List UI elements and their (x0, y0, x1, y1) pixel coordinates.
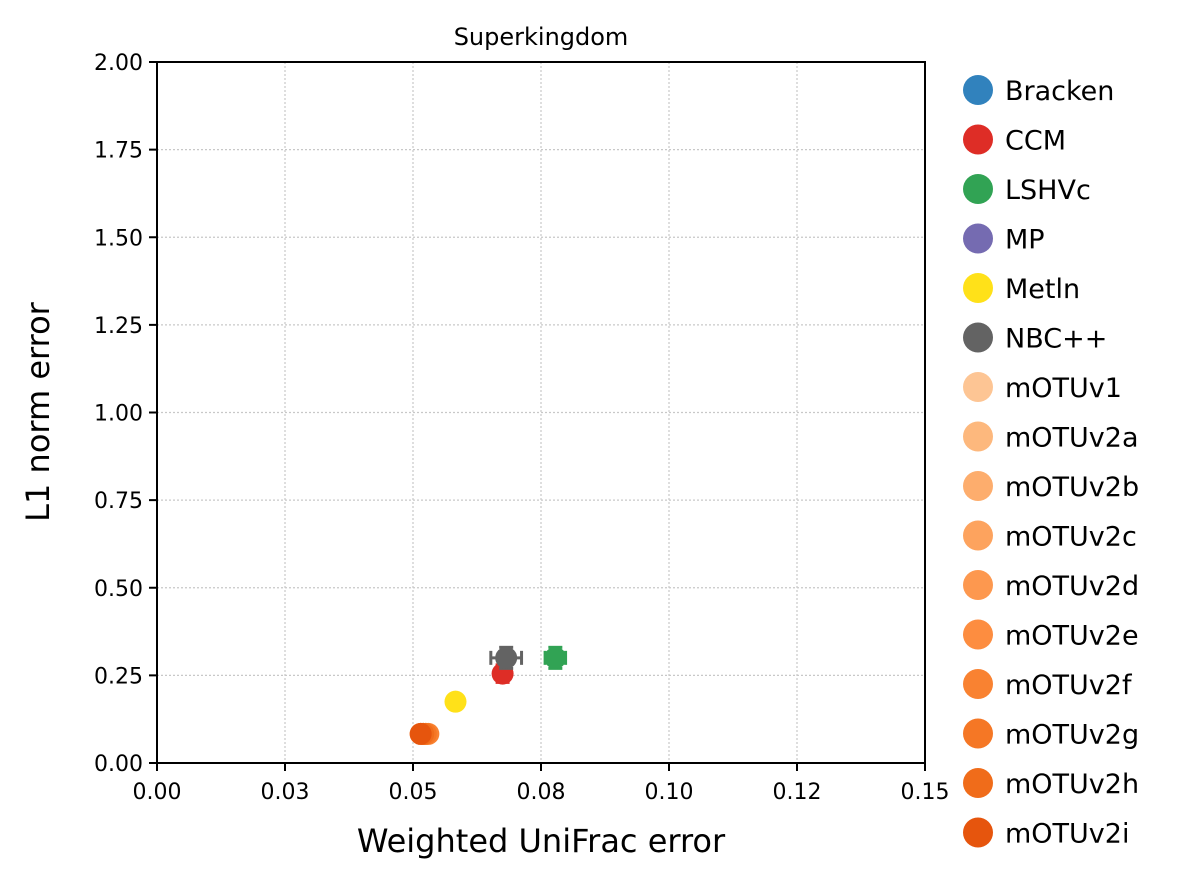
x-tick-label: 0.03 (261, 780, 310, 805)
x-tick-label: 0.05 (389, 780, 438, 805)
point-marker (544, 646, 567, 669)
legend-marker (963, 570, 993, 600)
legend-item: CCM (963, 124, 1066, 157)
grid-layer (156, 61, 926, 764)
legend-label: mOTUv2b (1005, 472, 1139, 503)
legend-item: mOTUv2h (963, 768, 1139, 800)
legend-item: mOTUv2f (963, 669, 1133, 701)
legend-label: mOTUv2e (1005, 621, 1139, 652)
y-tick-label: 0.25 (94, 664, 143, 689)
x-tick-label: 0.10 (645, 780, 694, 805)
y-tick-label: 1.25 (94, 314, 143, 339)
legend-item: mOTUv2d (963, 570, 1139, 602)
legend-marker (963, 223, 993, 254)
legend-item: mOTUv2a (963, 421, 1139, 454)
data-point (444, 690, 467, 713)
x-tick-label: 0.00 (133, 780, 182, 805)
legend-label: mOTUv2h (1005, 769, 1139, 800)
legend-item: Metln (963, 273, 1080, 305)
legend-label: Metln (1005, 274, 1080, 305)
legend-marker (963, 124, 993, 155)
legend-item: mOTUv2i (963, 817, 1129, 850)
legend-label: NBC++ (1005, 324, 1107, 355)
ticks-layer: 0.00 0.03 0.05 0.08 0.10 0.12 0.15 0.00 0.25 0.50… (94, 51, 949, 805)
legend-marker (963, 421, 993, 452)
legend-item: mOTUv2e (963, 619, 1139, 652)
legend-marker (963, 174, 993, 204)
legend-item: mOTUv2g (963, 718, 1139, 751)
legend-marker (963, 817, 993, 848)
legend-label: mOTUv2a (1005, 423, 1139, 454)
legend-label: mOTUv2f (1005, 670, 1133, 701)
data-point (489, 645, 524, 670)
y-tick-label: 0.00 (94, 752, 143, 777)
points-layer (409, 645, 568, 745)
y-tick-label: 1.75 (94, 139, 143, 164)
legend-label: mOTUv2i (1005, 819, 1129, 850)
legend-label: MP (1005, 225, 1045, 256)
x-tick-label: 0.08 (517, 780, 566, 805)
legend-label: mOTUv2c (1005, 522, 1137, 553)
legend-marker (963, 768, 993, 798)
legend-item: Bracken (963, 75, 1114, 107)
legend-marker (963, 273, 993, 303)
legend-marker (963, 372, 993, 402)
legend-item: MP (963, 223, 1045, 256)
x-axis-title: Weighted UniFrac error (357, 822, 726, 860)
y-tick-label: 0.75 (94, 489, 143, 514)
legend-label: CCM (1005, 126, 1066, 157)
legend-marker (963, 619, 993, 650)
y-tick-label: 1.50 (94, 226, 143, 251)
point-marker (444, 690, 467, 713)
legend-item: mOTUv2c (963, 520, 1137, 553)
data-point (409, 722, 432, 745)
legend-item: NBC++ (963, 322, 1107, 355)
point-marker (409, 722, 432, 745)
y-tick-label: 2.00 (94, 51, 143, 76)
chart-title: Superkingdom (454, 23, 629, 51)
legend-label: mOTUv2g (1005, 720, 1139, 751)
x-tick-label: 0.15 (901, 780, 950, 805)
legend-marker (963, 718, 993, 749)
y-tick-label: 1.00 (94, 402, 143, 427)
legend-marker (963, 75, 993, 105)
legend-item: LSHVc (963, 174, 1091, 206)
y-tick-label: 0.50 (94, 577, 143, 602)
point-marker (495, 646, 518, 669)
legend-label: mOTUv2d (1005, 571, 1139, 602)
legend-marker (963, 322, 993, 353)
data-point (543, 645, 568, 670)
legend: Bracken CCM LSHVc MP Metln NBC++ mOTUv1 mOTUv2a… (963, 75, 1139, 850)
y-axis-title: L1 norm error (19, 301, 57, 521)
legend-item: mOTUv1 (963, 372, 1122, 404)
legend-label: mOTUv1 (1005, 373, 1122, 404)
x-tick-label: 0.12 (773, 780, 822, 805)
legend-label: Bracken (1005, 76, 1114, 107)
legend-label: LSHVc (1005, 175, 1091, 206)
legend-marker (963, 471, 993, 501)
legend-marker (963, 669, 993, 699)
legend-item: mOTUv2b (963, 471, 1139, 503)
legend-marker (963, 520, 993, 551)
